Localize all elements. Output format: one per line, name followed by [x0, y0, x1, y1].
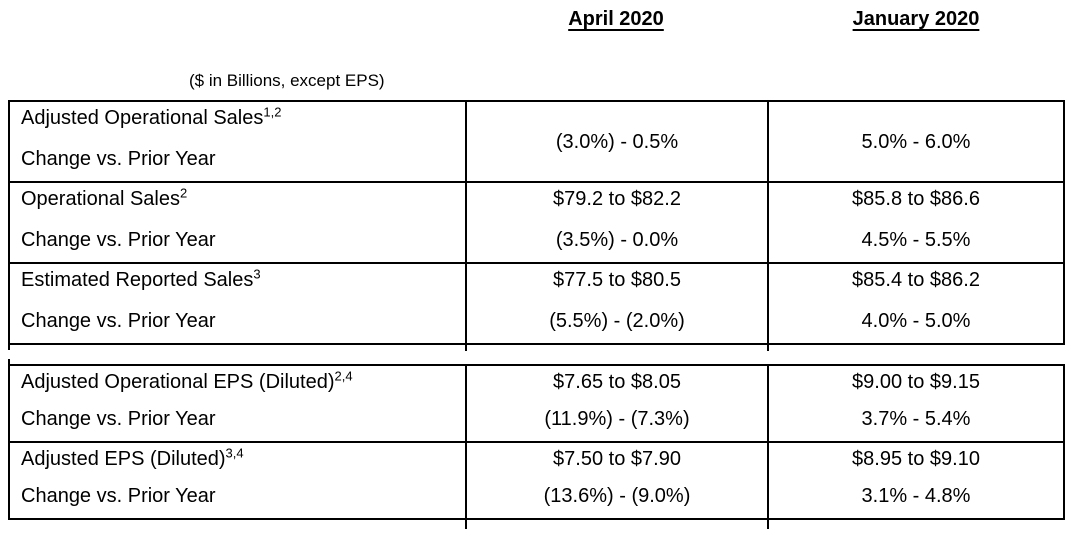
eps-outlook-table: Adjusted Operational EPS (Diluted)2,4 Ch… — [8, 364, 1065, 520]
january-value-cell: 5.0% - 6.0% — [767, 102, 1063, 181]
metric-label-cell: Adjusted EPS (Diluted)3,4 Change vs. Pri… — [10, 443, 465, 518]
row-group-adjusted-operational-eps: Adjusted Operational EPS (Diluted)2,4 Ch… — [10, 366, 1063, 441]
january-value-cell: $9.00 to $9.15 3.7% - 5.4% — [767, 366, 1063, 441]
table-border-artifact — [767, 520, 769, 529]
april-range-value: $7.50 to $7.90 — [553, 448, 681, 470]
metric-label: Adjusted EPS (Diluted) — [21, 448, 226, 470]
metric-label-line: Operational Sales2 — [21, 185, 459, 210]
table-border-artifact — [465, 520, 467, 529]
january-range-value: $85.8 to $86.6 — [852, 188, 980, 210]
january-value-cell: $8.95 to $9.10 3.1% - 4.8% — [767, 443, 1063, 518]
metric-label: Adjusted Operational EPS (Diluted) — [21, 371, 335, 393]
metric-label-line: Adjusted EPS (Diluted)3,4 — [21, 445, 459, 470]
april-change-value: (3.5%) - 0.0% — [555, 229, 679, 251]
april-change-value: (5.5%) - (2.0%) — [549, 310, 685, 332]
january-change-value: 5.0% - 6.0% — [861, 130, 971, 153]
table-border-artifact — [8, 345, 10, 350]
unit-note: ($ in Billions, except EPS) — [189, 71, 385, 90]
april-value-cell: $79.2 to $82.2 (3.5%) - 0.0% — [465, 183, 767, 262]
sales-outlook-table: Adjusted Operational Sales1,2 Change vs.… — [8, 100, 1065, 345]
column-header-january: January 2020 — [852, 8, 980, 30]
april-change-value: (11.9%) - (7.3%) — [544, 408, 690, 430]
metric-label-line: Adjusted Operational EPS (Diluted)2,4 — [21, 368, 459, 393]
metric-label-line: Estimated Reported Sales3 — [21, 266, 459, 291]
table-border-artifact — [767, 345, 769, 351]
metric-label: Operational Sales — [21, 188, 180, 210]
column-header-april: April 2020 — [568, 8, 664, 30]
table-border-artifact — [465, 345, 467, 351]
january-value-cell: $85.4 to $86.2 4.0% - 5.0% — [767, 264, 1063, 343]
change-vs-prior-year-label: Change vs. Prior Year — [21, 229, 216, 251]
footnote-ref: 3 — [253, 266, 261, 282]
january-change-value: 3.1% - 4.8% — [861, 485, 971, 507]
april-change-value: (13.6%) - (9.0%) — [543, 485, 691, 507]
row-group-estimated-reported-sales: Estimated Reported Sales3 Change vs. Pri… — [10, 262, 1063, 343]
april-value-cell: (3.0%) - 0.5% — [465, 102, 767, 181]
april-value-cell: $77.5 to $80.5 (5.5%) - (2.0%) — [465, 264, 767, 343]
april-value-cell: $7.65 to $8.05 (11.9%) - (7.3%) — [465, 366, 767, 441]
metric-label: Adjusted Operational Sales — [21, 107, 264, 129]
change-vs-prior-year-label: Change vs. Prior Year — [21, 408, 216, 430]
row-group-adjusted-eps: Adjusted EPS (Diluted)3,4 Change vs. Pri… — [10, 441, 1063, 518]
table-border-artifact — [8, 359, 10, 364]
january-change-value: 4.5% - 5.5% — [861, 229, 971, 251]
footnote-ref: 2 — [179, 185, 188, 201]
footnote-ref: 1,2 — [263, 104, 282, 120]
january-range-value: $85.4 to $86.2 — [852, 269, 980, 291]
change-vs-prior-year-label: Change vs. Prior Year — [21, 148, 216, 170]
metric-label-cell: Operational Sales2 Change vs. Prior Year — [10, 183, 465, 262]
footnote-ref: 2,4 — [334, 368, 353, 384]
footnote-ref: 3,4 — [225, 445, 244, 461]
april-change-value: (3.0%) - 0.5% — [555, 130, 679, 153]
metric-label-line: Adjusted Operational Sales1,2 — [21, 104, 459, 129]
january-range-value: $9.00 to $9.15 — [852, 371, 980, 393]
april-value-cell: $7.50 to $7.90 (13.6%) - (9.0%) — [465, 443, 767, 518]
row-group-operational-sales: Operational Sales2 Change vs. Prior Year… — [10, 181, 1063, 262]
metric-label: Estimated Reported Sales — [21, 269, 254, 291]
april-range-value: $7.65 to $8.05 — [553, 371, 681, 393]
change-vs-prior-year-label: Change vs. Prior Year — [21, 485, 216, 507]
row-group-adjusted-operational-sales: Adjusted Operational Sales1,2 Change vs.… — [10, 102, 1063, 181]
metric-label-cell: Adjusted Operational EPS (Diluted)2,4 Ch… — [10, 366, 465, 441]
april-range-value: $77.5 to $80.5 — [553, 269, 681, 291]
january-change-value: 4.0% - 5.0% — [861, 310, 971, 332]
january-change-value: 3.7% - 5.4% — [861, 408, 971, 430]
metric-label-cell: Adjusted Operational Sales1,2 Change vs.… — [10, 102, 465, 181]
metric-label-cell: Estimated Reported Sales3 Change vs. Pri… — [10, 264, 465, 343]
january-range-value: $8.95 to $9.10 — [852, 448, 980, 470]
change-vs-prior-year-label: Change vs. Prior Year — [21, 310, 216, 332]
april-range-value: $79.2 to $82.2 — [553, 188, 681, 210]
january-value-cell: $85.8 to $86.6 4.5% - 5.5% — [767, 183, 1063, 262]
